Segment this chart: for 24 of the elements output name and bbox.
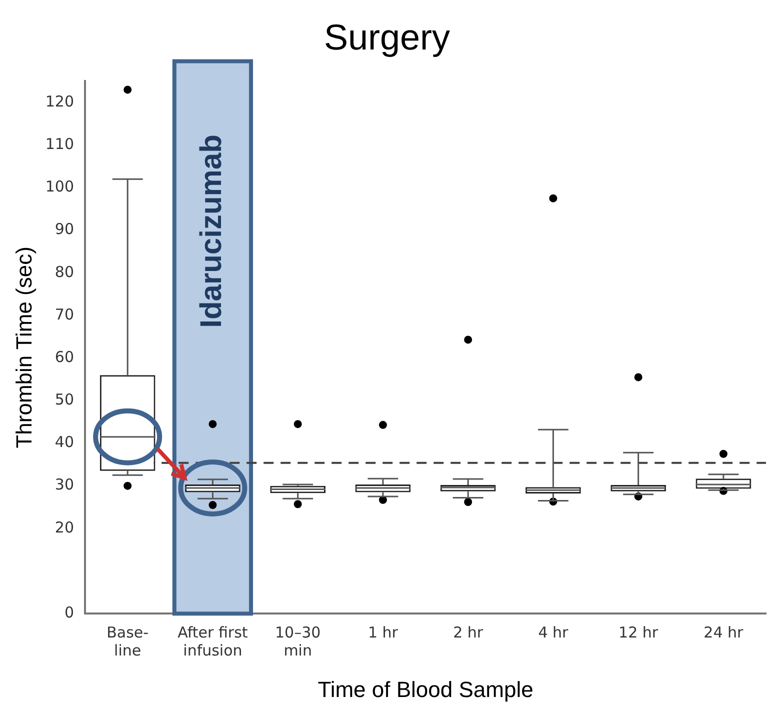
x-tick-label: 12 hr — [618, 623, 659, 642]
y-tick-label: 30 — [54, 476, 74, 494]
y-tick-label: 0 — [64, 603, 74, 622]
y-tick-label: 120 — [45, 92, 74, 110]
y-tick-label: 40 — [54, 433, 74, 452]
x-tick-label: Base- line — [106, 623, 149, 660]
y-tick-label: 60 — [54, 348, 74, 366]
y-tick-label: 100 — [45, 178, 74, 196]
y-tick-label: 70 — [54, 305, 74, 324]
y-tick-label: 90 — [54, 220, 74, 238]
x-tick-label: After first infusion — [178, 623, 248, 660]
y-tick-label: 80 — [54, 262, 74, 281]
y-tick-label: 50 — [54, 390, 74, 409]
x-tick-label: 2 hr — [453, 623, 484, 642]
x-tick-label: 4 hr — [538, 623, 570, 642]
chart-title: Surgery — [324, 16, 450, 58]
x-tick-label: 10–30 min — [274, 623, 321, 660]
x-axis-title: Time of Blood Sample — [318, 676, 534, 702]
band-label: Idarucizumab — [194, 134, 228, 328]
y-tick-label: 110 — [45, 134, 74, 153]
y-axis-title: Thrombin Time (sec) — [11, 246, 36, 448]
y-tick-label: 20 — [54, 518, 74, 536]
x-tick-label: 24 hr — [704, 623, 744, 642]
x-tick-label: 1 hr — [368, 623, 399, 642]
